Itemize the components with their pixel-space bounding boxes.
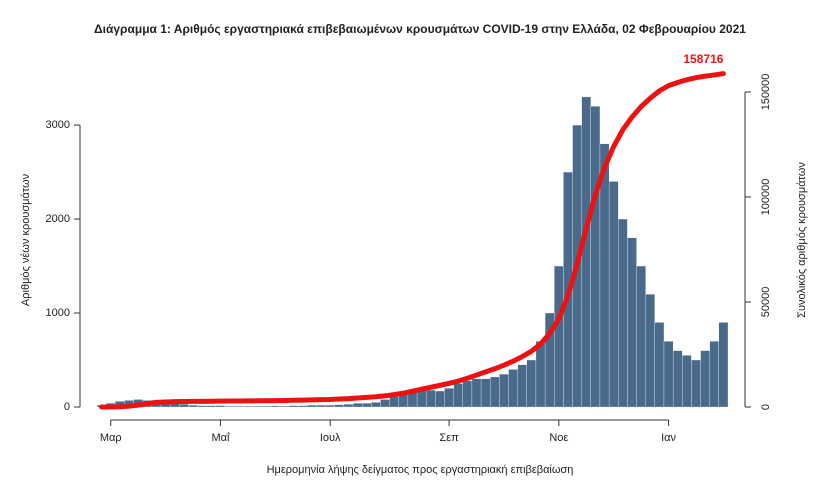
bar (179, 404, 189, 408)
bar (334, 404, 345, 408)
bar (234, 405, 244, 408)
bar (590, 106, 601, 408)
bar (718, 322, 729, 408)
bar (261, 405, 271, 408)
bar (636, 265, 646, 408)
bar (279, 405, 290, 408)
bar (362, 403, 372, 408)
bar (343, 404, 354, 408)
y2-tick-label: 100000 (760, 179, 772, 216)
bar (270, 405, 281, 408)
bar (298, 405, 308, 408)
bar (471, 378, 482, 408)
bar (508, 369, 518, 408)
bar (426, 389, 436, 408)
x-tick-label: Μαΐ (211, 432, 230, 444)
x-tick-label: Ιουλ (320, 432, 341, 444)
chart-title: Διάγραμμα 1: Αριθμός εργαστηριακά επιβεβ… (94, 22, 746, 36)
x-tick-label: Ιαν (661, 432, 676, 444)
bar (645, 294, 655, 408)
y-tick-label: 3000 (46, 119, 70, 131)
bar (654, 322, 665, 408)
bar (453, 383, 463, 408)
bar (435, 390, 445, 408)
bar (608, 181, 619, 408)
x-axis-label: Ημερομηνία λήψης δείγματος προς εργαστηρ… (267, 464, 574, 476)
y-axis-label: Αριθμός νέων κρουσμάτων (20, 173, 32, 306)
bar (316, 404, 326, 408)
bar (709, 341, 720, 408)
y2-tick-label: 50000 (760, 287, 772, 318)
data-label: 158716 (683, 52, 723, 66)
bar (188, 404, 198, 408)
bar (307, 404, 317, 408)
bar (682, 355, 692, 408)
bar (480, 378, 491, 408)
bar (663, 341, 674, 408)
bar (535, 341, 546, 408)
bar (352, 403, 363, 408)
bar (499, 373, 509, 408)
x-tick-label: Σεπ (439, 432, 459, 444)
bar (627, 237, 637, 408)
y-tick-label: 2000 (46, 213, 70, 225)
y-tick-label: 0 (64, 401, 70, 413)
bar (197, 405, 207, 408)
x-tick-label: Μαρ (100, 432, 122, 444)
x-tick-label: Νοε (549, 432, 568, 444)
bar (526, 359, 537, 408)
bar (252, 405, 262, 408)
bar (517, 364, 527, 408)
bar (462, 380, 473, 408)
bar (691, 359, 701, 408)
bar (389, 396, 399, 408)
bar (371, 402, 381, 408)
bar (490, 376, 500, 408)
y2-tick-label: 150000 (760, 74, 772, 111)
bar (444, 388, 454, 408)
bar (243, 405, 253, 408)
bar (224, 405, 235, 408)
y-tick-label: 1000 (46, 307, 70, 319)
y2-axis-label: Συνολικός αριθμός κρουσμάτων (796, 162, 808, 318)
bar (380, 399, 390, 408)
bar (581, 96, 591, 408)
bar (215, 405, 226, 408)
bar (618, 218, 628, 408)
bar (325, 404, 335, 408)
bar (700, 350, 710, 408)
y2-tick-label: 0 (760, 404, 772, 410)
bar (672, 350, 683, 408)
cumulative-line (99, 71, 726, 410)
bar (288, 405, 299, 408)
bar (206, 405, 217, 408)
bar (554, 265, 564, 408)
